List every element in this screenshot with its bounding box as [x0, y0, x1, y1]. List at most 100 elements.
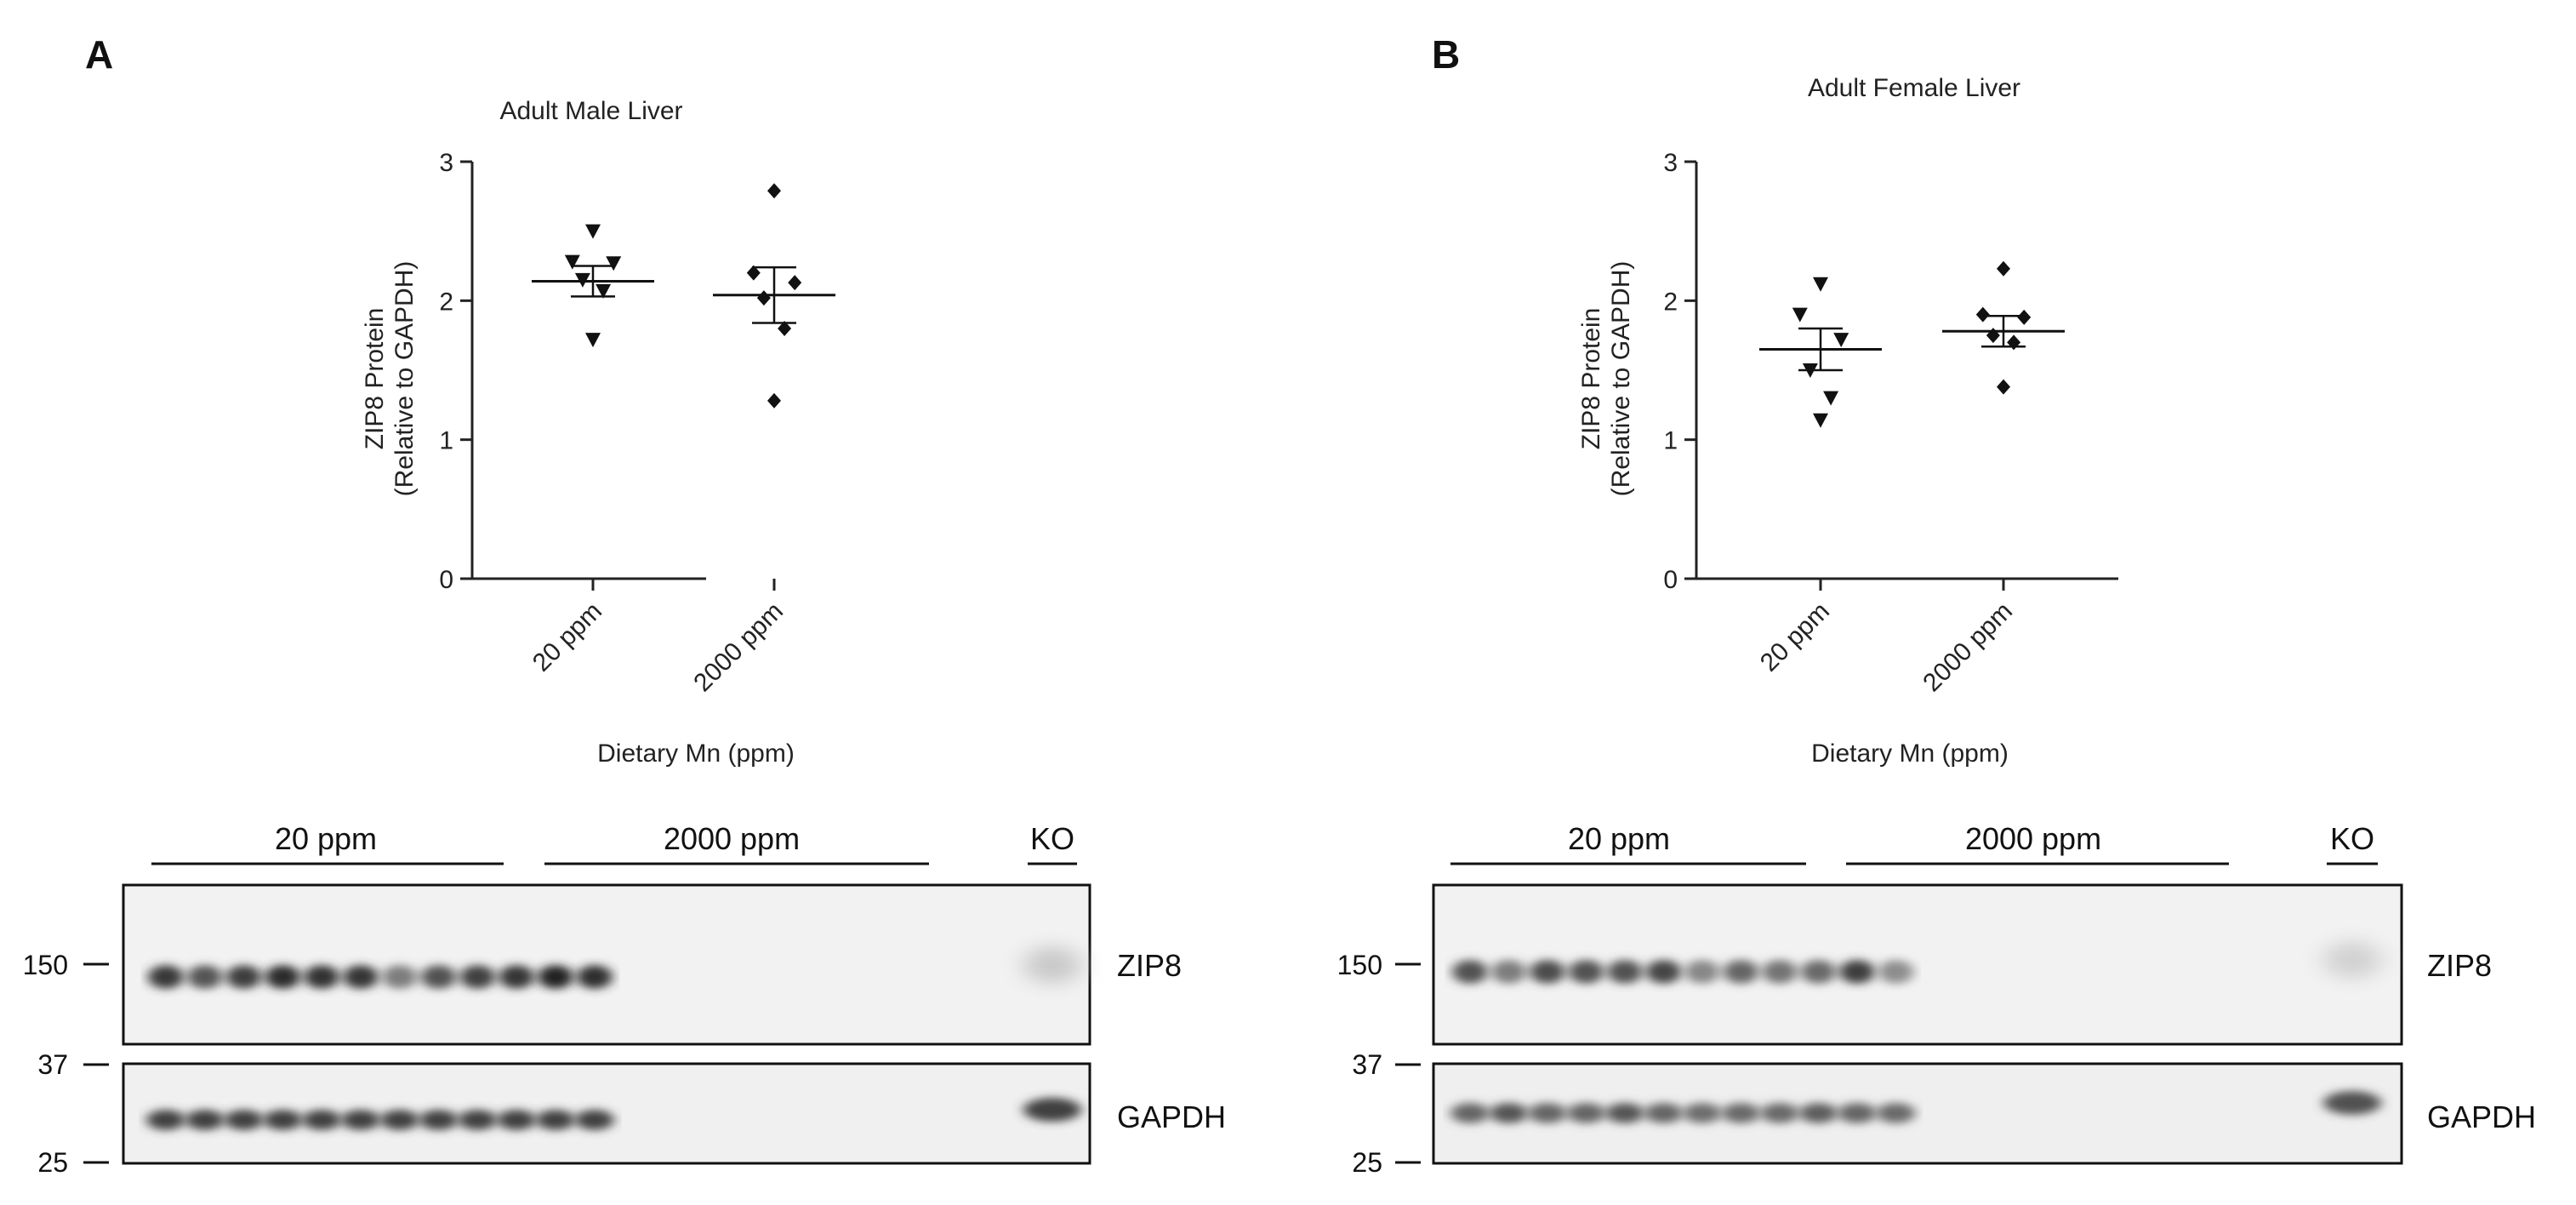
- zip8-band: [1568, 960, 1604, 984]
- mw-label-a-25: 25: [37, 1147, 68, 1178]
- y-ticks-b: 0 1 2 3: [1663, 149, 1696, 594]
- gapdh-band: [419, 1110, 459, 1130]
- mean-sem-bars-b: [1759, 315, 2065, 372]
- gapdh-band: [1760, 1103, 1799, 1123]
- x-ticks-b: 20 ppm 2000 ppm: [1755, 579, 2018, 697]
- zip8-band: [499, 965, 535, 989]
- zip8-band: [1452, 960, 1488, 984]
- y-axis-label-a-line1: ZIP8 Protein: [361, 308, 389, 450]
- zip8-band: [304, 965, 340, 989]
- blot-group-label-a-20ppm: 20 ppm: [275, 821, 377, 856]
- y-tick-label: 3: [439, 149, 453, 177]
- gapdh-band: [1721, 1103, 1761, 1123]
- mean-sem-bars-a: [532, 265, 835, 324]
- gapdh-band: [1450, 1103, 1490, 1123]
- data-point-diamond: [767, 392, 781, 408]
- x-tick-label: 2000 ppm: [688, 597, 789, 698]
- western-blot-b: 20 ppm 2000 ppm KO 150 37 25 ZIP8 GAPDH: [1337, 821, 2536, 1178]
- data-point-diamond: [2017, 309, 2032, 325]
- panel-b: B Adult Female Liver ZIP8 Protein (Relat…: [1337, 32, 2536, 1178]
- zip8-band-ko: [1023, 946, 1081, 984]
- zip8-band: [1684, 960, 1720, 984]
- gapdh-band: [1528, 1103, 1567, 1123]
- gapdh-band: [1644, 1103, 1684, 1123]
- mw-label-a-150: 150: [23, 950, 68, 980]
- gapdh-band: [1683, 1103, 1722, 1123]
- mw-label-b-37: 37: [1352, 1049, 1382, 1080]
- zip8-band: [1878, 960, 1914, 984]
- x-tick-label: 20 ppm: [1755, 597, 1835, 677]
- zip8-bands-b: [1452, 941, 2381, 984]
- zip8-band: [343, 965, 379, 989]
- western-blot-a: 20 ppm 2000 ppm KO 150 37 25 ZIP8 GAPDH: [23, 821, 1226, 1178]
- y-tick-label: 2: [1663, 288, 1678, 316]
- panel-a: A Adult Male Liver ZIP8 Protein (Relativ…: [23, 32, 1226, 1178]
- zip8-band-ko: [2323, 941, 2381, 979]
- panel-letter-b: B: [1432, 32, 1460, 77]
- gapdh-band: [575, 1110, 614, 1130]
- x-tick-label: 20 ppm: [527, 597, 607, 677]
- scatter-chart-b: Adult Female Liver ZIP8 Protein (Relativ…: [1577, 74, 2118, 768]
- y-tick-label: 1: [1663, 427, 1678, 455]
- gapdh-bands-a: [146, 1098, 1081, 1130]
- gapdh-band: [1876, 1103, 1916, 1123]
- x-axis-label-a: Dietary Mn (ppm): [597, 740, 795, 768]
- gapdh-band: [302, 1110, 342, 1130]
- zip8-band: [148, 965, 184, 989]
- zip8-blot-box-a: [122, 883, 1091, 1046]
- gapdh-band: [224, 1110, 264, 1130]
- zip8-band: [1839, 960, 1875, 984]
- data-point-triangle: [1792, 307, 1808, 323]
- blot-label-b-gapdh: GAPDH: [2427, 1099, 2536, 1134]
- gapdh-band: [1489, 1103, 1529, 1123]
- blot-group-label-b-20ppm: 20 ppm: [1568, 821, 1670, 856]
- zip8-band: [1490, 960, 1527, 984]
- data-point-diamond: [1997, 379, 2010, 395]
- y-tick-label: 0: [439, 566, 453, 594]
- gapdh-bands-b: [1450, 1091, 2381, 1123]
- mw-label-b-150: 150: [1337, 950, 1382, 980]
- gapdh-band: [1838, 1103, 1877, 1123]
- data-point-diamond: [1975, 306, 1990, 323]
- gapdh-band: [146, 1110, 185, 1130]
- blot-label-a-gapdh: GAPDH: [1117, 1099, 1226, 1134]
- zip8-band: [265, 965, 301, 989]
- zip8-band: [1800, 960, 1837, 984]
- data-point-triangle: [606, 256, 622, 271]
- zip8-band: [459, 965, 496, 989]
- blot-group-label-a-2000ppm: 2000 ppm: [664, 821, 800, 856]
- zip8-band: [225, 965, 262, 989]
- blot-label-a-zip8: ZIP8: [1117, 948, 1182, 983]
- chart-title-a: Adult Male Liver: [499, 97, 682, 125]
- blot-group-label-b-2000ppm: 2000 ppm: [1965, 821, 2101, 856]
- y-tick-label: 0: [1663, 566, 1678, 594]
- gapdh-band: [1798, 1103, 1838, 1123]
- gapdh-band: [341, 1110, 380, 1130]
- x-ticks-a: 20 ppm 2000 ppm: [527, 579, 789, 697]
- data-point-triangle: [596, 283, 612, 299]
- data-point-diamond: [778, 321, 792, 336]
- data-point-triangle: [1823, 391, 1839, 406]
- panel-letter-a: A: [85, 32, 113, 77]
- gapdh-band: [497, 1110, 536, 1130]
- gapdh-band: [1566, 1103, 1606, 1123]
- y-tick-label: 1: [439, 427, 453, 455]
- gapdh-band: [185, 1110, 225, 1130]
- data-point-triangle: [1813, 413, 1828, 428]
- gapdh-band: [380, 1110, 419, 1130]
- y-tick-label: 3: [1663, 149, 1678, 177]
- data-point-diamond: [746, 265, 761, 281]
- zip8-band: [186, 965, 223, 989]
- y-axis-label-a-line2: (Relative to GAPDH): [390, 261, 419, 497]
- zip8-band: [1645, 960, 1682, 984]
- data-point-diamond: [767, 183, 781, 199]
- blot-group-label-b-ko: KO: [2330, 821, 2374, 856]
- data-points-b: [1792, 260, 2032, 428]
- gapdh-band: [263, 1110, 303, 1130]
- zip8-band: [1530, 960, 1565, 984]
- blot-group-label-a-ko: KO: [1030, 821, 1074, 856]
- gapdh-band: [536, 1110, 575, 1130]
- data-point-triangle: [564, 254, 580, 270]
- zip8-band: [1762, 960, 1798, 984]
